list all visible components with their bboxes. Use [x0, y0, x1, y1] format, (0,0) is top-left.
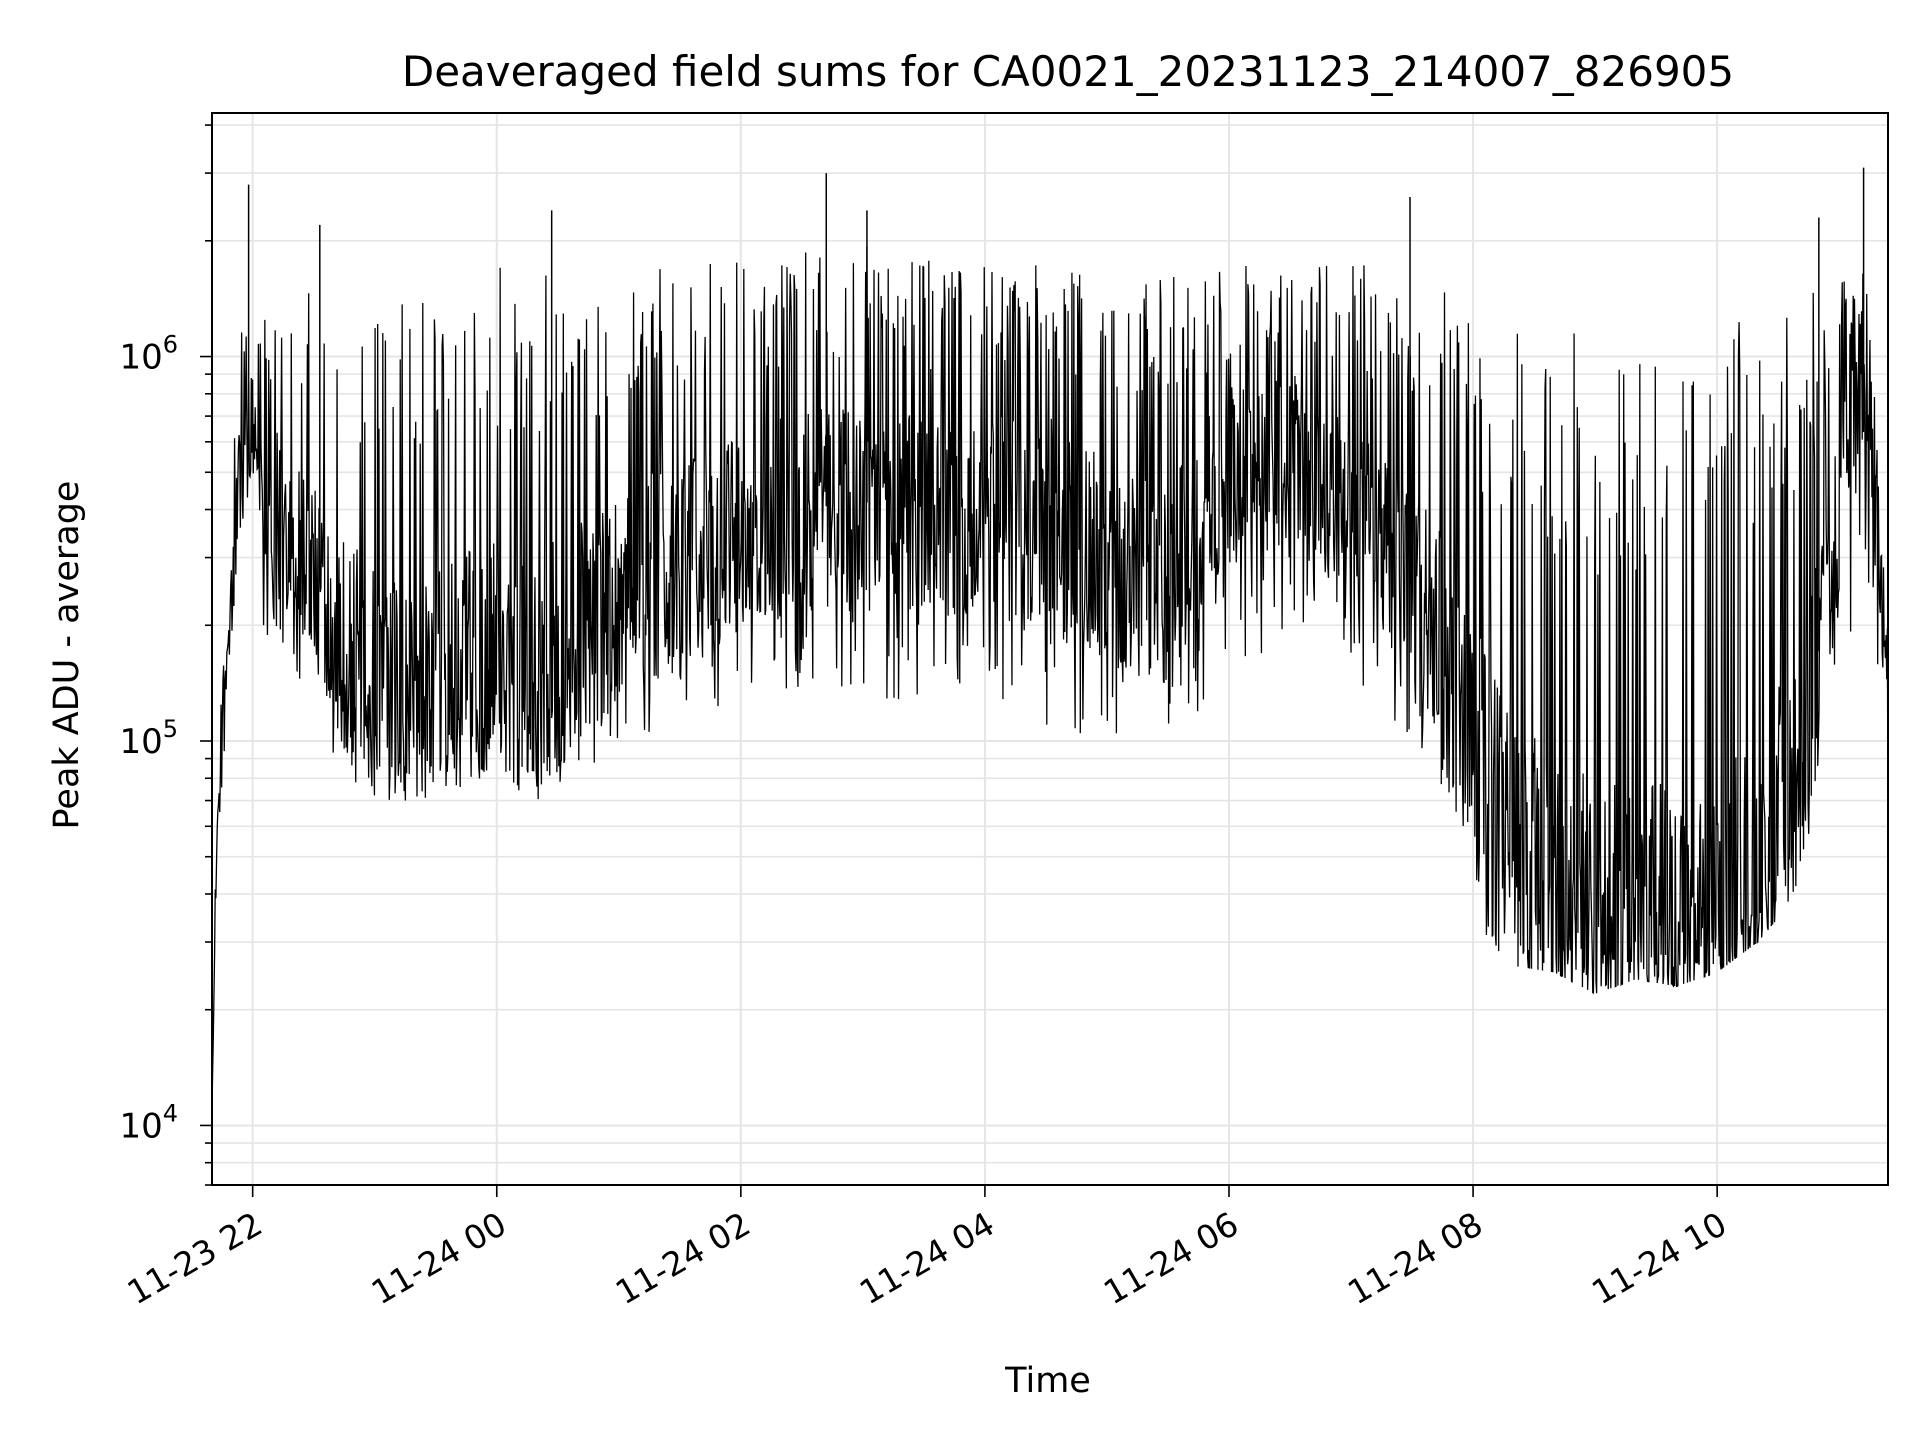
y-tick-label: 104	[119, 1099, 178, 1146]
y-tick-label: 105	[119, 715, 178, 762]
plot-layer	[211, 167, 1889, 1110]
series-line	[211, 246, 1889, 1110]
x-axis-label: Time	[1004, 1361, 1091, 1401]
chart-title: Deaveraged field sums for CA0021_2023112…	[402, 47, 1734, 96]
plot-frame	[211, 112, 1889, 1186]
y-axis-label: Peak ADU - average	[47, 481, 87, 830]
y-tick-label: 106	[119, 331, 178, 378]
